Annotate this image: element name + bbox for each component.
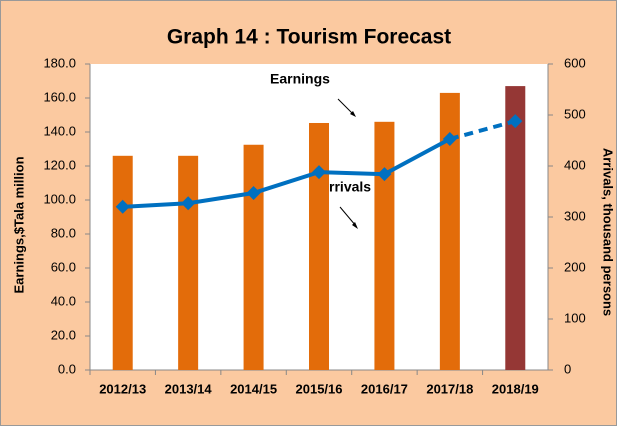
y-tick-label: 20.0 — [51, 327, 76, 342]
line — [122, 137, 451, 209]
y-tick-label: 0.0 — [58, 361, 76, 376]
bar — [439, 92, 460, 371]
x-tick-label: 2013/14 — [165, 381, 213, 396]
x-tick-label: 2014/15 — [230, 381, 277, 396]
y2-tick-label: 300 — [564, 208, 586, 223]
bar — [505, 86, 526, 370]
y-tick-label: 140.0 — [43, 123, 76, 138]
annotation-arrow — [337, 98, 355, 116]
bar — [374, 121, 395, 370]
y-tick-label: 40.0 — [51, 293, 76, 308]
marker — [115, 199, 130, 214]
marker — [312, 165, 326, 180]
marker — [246, 186, 261, 201]
chart-title: Graph 14 : Tourism Forecast — [167, 26, 451, 49]
annotation-arrowhead — [350, 111, 356, 117]
y2-axis-label: Arrivals, thousand persons — [601, 148, 616, 316]
y2-tick-label: 400 — [564, 157, 586, 172]
x-tick-label: 2017/18 — [426, 381, 473, 396]
y2-tick-label: 600 — [564, 55, 586, 70]
marker — [442, 131, 457, 146]
bar — [309, 122, 329, 371]
x-tick-label: 2015/16 — [296, 381, 343, 396]
marker — [508, 114, 523, 129]
y-tick-label: 100.0 — [43, 191, 76, 206]
annotation-arrowhead — [352, 222, 358, 229]
y2-tick-label: 100 — [564, 310, 586, 325]
y-tick-label: 80.0 — [51, 225, 76, 240]
y2-tick-label: 200 — [564, 259, 586, 274]
y-tick-label: 160.0 — [43, 89, 76, 104]
marker — [377, 167, 392, 182]
bar — [112, 155, 133, 370]
annotation-arrow — [339, 206, 357, 227]
x-tick-label: 2012/13 — [99, 381, 146, 396]
y-tick-label: 120.0 — [43, 157, 76, 172]
annotation: Earnings — [270, 71, 330, 87]
x-tick-label: 2016/17 — [361, 381, 408, 396]
line — [449, 119, 516, 141]
y-tick-label: 180.0 — [43, 55, 76, 70]
y-axis-label: Earnings,$Tala million — [11, 156, 26, 293]
marker — [181, 196, 196, 211]
y-tick-label: 60.0 — [51, 259, 76, 274]
y2-tick-label: 0 — [564, 361, 571, 376]
bar — [243, 144, 264, 370]
y2-tick-label: 500 — [564, 106, 586, 121]
x-tick-label: 2018/19 — [492, 381, 539, 396]
bar — [178, 155, 199, 370]
annotation: Arrivals — [319, 179, 371, 195]
